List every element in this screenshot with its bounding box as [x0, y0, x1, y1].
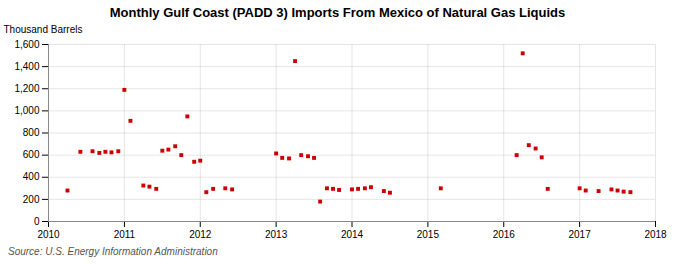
svg-text:0: 0 — [34, 216, 40, 227]
svg-text:1,200: 1,200 — [14, 83, 39, 94]
svg-text:2015: 2015 — [417, 229, 440, 240]
svg-text:400: 400 — [23, 171, 40, 182]
svg-text:2013: 2013 — [265, 229, 288, 240]
svg-text:2017: 2017 — [569, 229, 592, 240]
svg-text:1,600: 1,600 — [14, 39, 39, 50]
svg-text:2010: 2010 — [37, 229, 60, 240]
svg-text:Thousand Barrels: Thousand Barrels — [4, 24, 83, 35]
svg-text:200: 200 — [23, 194, 40, 205]
svg-text:1,400: 1,400 — [14, 61, 39, 72]
svg-text:2011: 2011 — [114, 229, 136, 240]
svg-text:1,000: 1,000 — [14, 105, 39, 116]
svg-text:2018: 2018 — [644, 229, 667, 240]
html-text:Monthly Gulf Coast (PADD 3) Im: Monthly Gulf Coast (PADD 3) Imports From… — [109, 5, 566, 20]
svg-text:600: 600 — [23, 149, 40, 160]
html-text:Source: U.S. Energy Informatio: Source: U.S. Energy Information Administ… — [8, 246, 218, 257]
svg-text:2012: 2012 — [189, 229, 212, 240]
svg-text:2014: 2014 — [341, 229, 364, 240]
svg-text:800: 800 — [23, 127, 40, 138]
svg-text:2016: 2016 — [493, 229, 516, 240]
